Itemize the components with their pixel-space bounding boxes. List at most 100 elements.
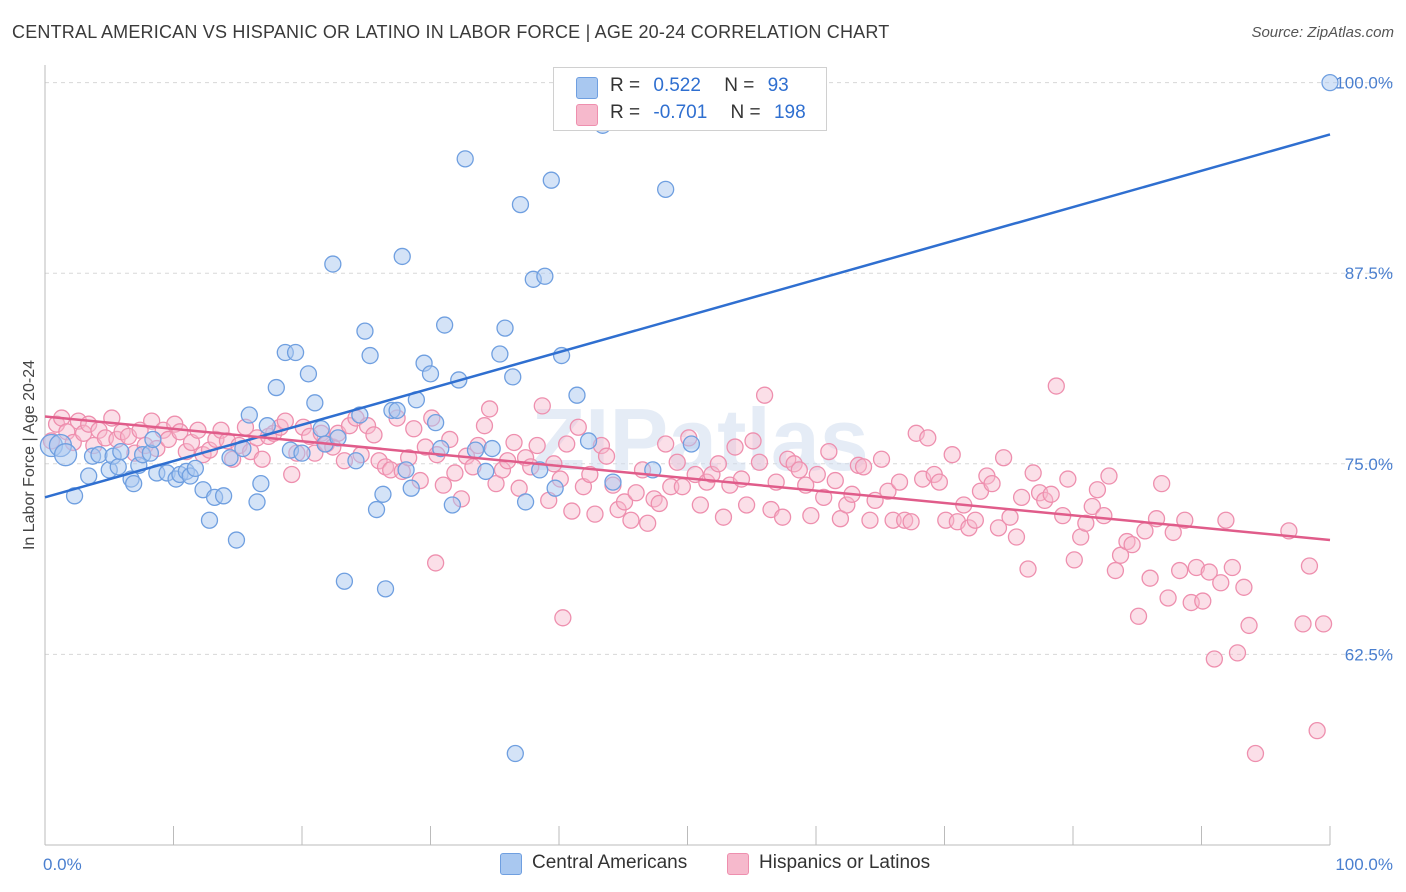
data-point-central-american — [579, 432, 598, 450]
legend-n-label: N = — [724, 75, 755, 96]
legend-swatch-blue — [576, 77, 598, 99]
data-point-central-american — [312, 420, 330, 438]
y-tick-label: 75.0% — [1345, 455, 1393, 474]
data-point-hispanic — [1153, 474, 1171, 493]
data-point-central-american — [53, 443, 78, 467]
data-point-hispanic — [838, 496, 856, 514]
legend-r-value: 0.522 — [653, 75, 701, 96]
y-tick-label: 87.5% — [1345, 264, 1393, 283]
data-point-hispanic — [1095, 507, 1113, 525]
data-point-central-american — [200, 511, 219, 529]
data-point-central-american — [511, 195, 530, 214]
data-point-hispanic — [709, 455, 727, 473]
data-point-hispanic — [668, 453, 686, 471]
data-point-hispanic — [376, 458, 395, 476]
data-point-central-american — [435, 316, 454, 334]
data-point-hispanic — [737, 496, 756, 514]
data-point-hispanic — [808, 465, 826, 484]
data-point-central-american — [293, 444, 311, 462]
data-point-hispanic — [919, 429, 937, 447]
data-point-central-american — [477, 462, 495, 481]
data-point-central-american — [432, 439, 450, 458]
data-point-hispanic — [480, 400, 499, 418]
correlation-legend: R = 0.522 N = 93 R = -0.701 N = 198 — [553, 67, 827, 131]
data-point-hispanic — [1300, 557, 1319, 575]
data-point-hispanic — [554, 609, 572, 627]
data-point-hispanic — [627, 484, 645, 502]
data-point-central-american — [496, 319, 514, 337]
data-point-hispanic — [726, 438, 744, 456]
data-point-central-american — [347, 452, 365, 470]
data-point-hispanic — [1294, 615, 1312, 633]
data-point-central-american — [227, 531, 246, 549]
data-point-hispanic — [1314, 615, 1333, 633]
data-point-hispanic — [673, 478, 692, 496]
data-point-central-american — [221, 449, 239, 467]
data-point-hispanic — [370, 452, 388, 470]
data-point-central-american — [186, 459, 204, 478]
bottom-legend-label: Hispanics or Latinos — [759, 852, 931, 873]
data-point-hispanic — [755, 386, 774, 404]
legend-swatch-pink — [576, 104, 598, 126]
data-point-hispanic — [1246, 744, 1265, 763]
x-tick-label: 100.0% — [1335, 855, 1393, 874]
data-point-hispanic — [930, 473, 949, 491]
data-point-central-american — [214, 487, 233, 505]
data-point-hispanic — [1194, 592, 1212, 610]
legend-n-label: N = — [730, 102, 761, 123]
data-point-central-american — [542, 171, 560, 189]
tick-labels: 62.5% 75.0% 87.5% 100.0% 0.0% 100.0% — [43, 74, 1393, 874]
data-point-hispanic — [405, 420, 423, 438]
data-point-hispanic — [1036, 491, 1054, 510]
data-point-central-american — [388, 401, 406, 420]
data-point-central-american — [248, 493, 266, 511]
data-point-hispanic — [890, 473, 909, 491]
bottom-legend-label: Central Americans — [532, 852, 688, 873]
data-point-central-american — [367, 500, 386, 519]
data-point-hispanic — [896, 511, 914, 529]
data-point-hispanic — [1308, 721, 1326, 740]
data-point-hispanic — [1059, 470, 1077, 488]
data-point-central-american — [374, 485, 392, 503]
data-point-hispanic — [1240, 616, 1258, 635]
data-point-central-american — [112, 442, 130, 461]
data-point-hispanic — [639, 514, 657, 532]
data-point-hispanic — [143, 412, 161, 430]
data-point-hispanic — [1123, 535, 1141, 554]
data-point-hispanic — [790, 461, 808, 479]
data-point-hispanic — [703, 465, 721, 484]
data-point-hispanic — [1007, 528, 1026, 546]
data-point-central-american — [306, 394, 324, 412]
data-point-hispanic — [533, 397, 551, 415]
data-point-central-american — [351, 406, 369, 424]
data-point-hispanic — [1100, 467, 1118, 485]
data-point-central-american — [536, 267, 554, 285]
data-point-central-american — [1321, 73, 1339, 92]
data-point-hispanic — [1024, 464, 1042, 482]
data-point-hispanic — [1205, 650, 1223, 668]
data-point-central-american — [546, 479, 564, 497]
legend-n-value: 93 — [767, 75, 789, 96]
data-point-hispanic — [1118, 532, 1136, 551]
data-point-hispanic — [475, 417, 494, 435]
data-point-central-american — [335, 572, 354, 590]
data-point-hispanic — [1077, 514, 1095, 532]
data-point-hispanic — [1228, 644, 1247, 662]
data-point-hispanic — [657, 435, 675, 453]
data-point-hispanic — [1200, 563, 1218, 581]
data-point-central-american — [324, 255, 342, 273]
data-point-hispanic — [650, 494, 668, 513]
data-point-central-american — [299, 365, 318, 383]
data-point-hispanic — [1083, 497, 1101, 516]
data-point-hispanic — [902, 513, 920, 531]
data-point-hispanic — [773, 508, 792, 526]
data-point-hispanic — [253, 450, 271, 468]
source-label: Source: ZipAtlas.com — [1251, 24, 1394, 41]
y-tick-label: 100.0% — [1335, 74, 1393, 93]
chart-title: CENTRAL AMERICAN VS HISPANIC OR LATINO I… — [12, 22, 890, 42]
data-point-hispanic — [563, 502, 581, 520]
x-tick-label: 0.0% — [43, 855, 82, 874]
data-point-hispanic — [1217, 511, 1235, 529]
data-point-hispanic — [586, 505, 604, 523]
